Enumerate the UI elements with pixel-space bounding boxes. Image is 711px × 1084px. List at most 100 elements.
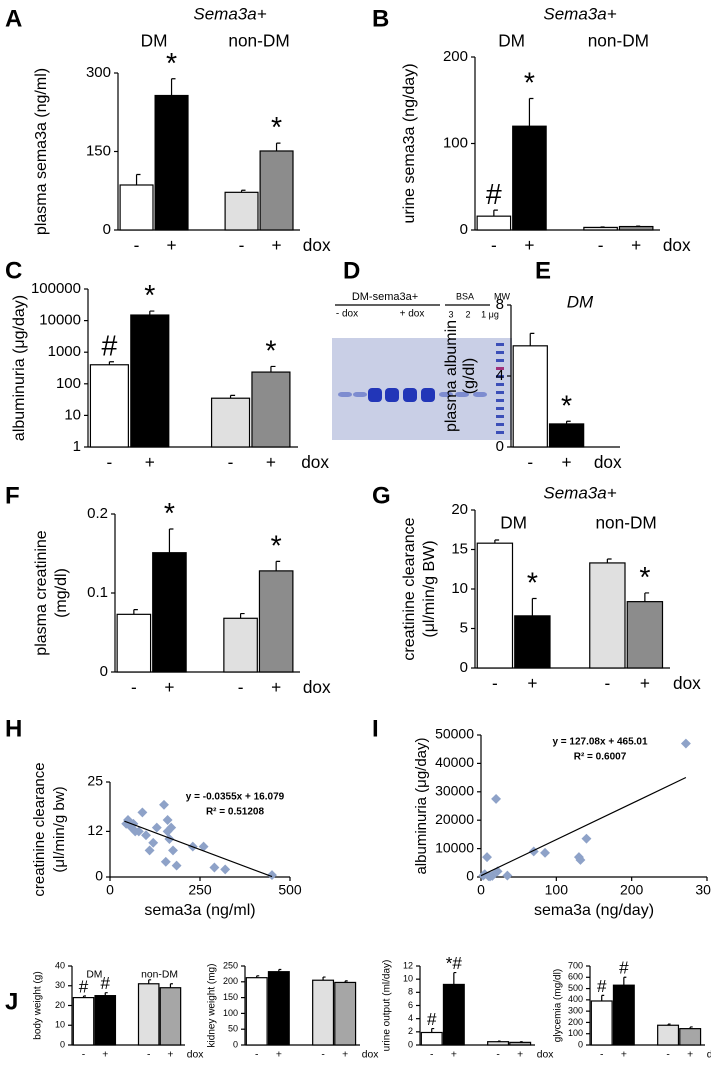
- y-axis-label: albuminuria (μg/day): [11, 295, 28, 441]
- y-tick-label: 300: [568, 1006, 583, 1016]
- x-axis-label: dox: [362, 1050, 380, 1061]
- x-tick-label: -: [107, 452, 113, 472]
- y-tick-label: 0: [466, 868, 474, 884]
- x-tick-label: +: [266, 452, 276, 472]
- y-tick-label: 12: [87, 822, 103, 838]
- bar: [312, 979, 335, 1046]
- y-tick-label: 10000: [435, 839, 474, 855]
- data-point: [166, 822, 177, 833]
- x-tick-label: +: [640, 673, 650, 693]
- error-bar: [431, 1027, 435, 1033]
- x-tick-label: +: [517, 1050, 523, 1061]
- y-tick-label: 20000: [435, 811, 474, 827]
- x-tick-label: -: [666, 1050, 669, 1061]
- y-tick-label: 2: [408, 1026, 413, 1036]
- x-axis-label: dox: [663, 235, 691, 255]
- equation: R² = 0.51208: [206, 807, 265, 818]
- panel-letter: A: [5, 5, 22, 32]
- error-bar: [133, 608, 138, 615]
- y-tick-label: 10: [64, 406, 81, 423]
- significance-marker: #: [619, 959, 629, 978]
- y-tick-label: 300: [86, 64, 111, 81]
- x-tick-label: -: [430, 1050, 433, 1061]
- significance-marker: *: [271, 530, 282, 562]
- significance-marker: *: [265, 335, 276, 367]
- y-tick-label: 20: [451, 501, 468, 518]
- y-tick-label: 0: [460, 221, 468, 238]
- bar: [514, 615, 551, 669]
- data-point: [133, 826, 144, 837]
- significance-marker: *: [164, 498, 175, 530]
- y-tick-label: 5: [460, 619, 468, 636]
- x-tick-label: -: [82, 1050, 85, 1061]
- data-point: [575, 855, 586, 865]
- y-tick-label: 15: [451, 540, 468, 557]
- bar: [512, 125, 547, 231]
- error-bar: [531, 597, 537, 616]
- y-axis-label: creatinine clearance: [31, 762, 48, 896]
- significance-marker: *: [561, 390, 572, 422]
- y-axis-label: plasma creatinine: [33, 530, 50, 656]
- bar: [589, 562, 626, 669]
- ladder-band: [496, 367, 504, 370]
- gel-label: BSA: [456, 291, 474, 301]
- ladder-band: [496, 415, 504, 418]
- y-tick-label: 4: [408, 1013, 413, 1023]
- bar: [223, 617, 258, 673]
- trendline: [480, 776, 687, 877]
- x-tick-label: +: [527, 673, 537, 693]
- y-tick-label: 0: [578, 1039, 583, 1049]
- bar: [245, 977, 268, 1046]
- bar: [210, 397, 251, 448]
- error-bar: [170, 78, 176, 96]
- error-bar: [270, 365, 276, 373]
- significance-marker: *: [166, 48, 177, 80]
- group-label: non-DM: [228, 31, 289, 51]
- y-axis-label: body weight (g): [33, 971, 44, 1039]
- gel-label: MW: [494, 291, 510, 301]
- data-point: [137, 807, 148, 818]
- x-axis-label: dox: [594, 452, 622, 472]
- group-label: DM: [86, 970, 102, 981]
- y-tick-label: 8: [408, 987, 413, 997]
- y-axis-label: (mg/dl): [53, 568, 70, 618]
- group-label: non-DM: [588, 31, 649, 51]
- y-tick-label: 50: [228, 1024, 238, 1034]
- chart-title: Sema3a+: [543, 483, 616, 502]
- chart-title: Sema3a+: [543, 4, 616, 23]
- x-axis-label: sema3a (ng/ml): [144, 902, 255, 919]
- error-bar: [148, 979, 152, 984]
- gel-band: [338, 392, 352, 397]
- data-point: [209, 862, 220, 873]
- y-tick-label: 0: [95, 868, 103, 884]
- y-tick-label: 700: [568, 960, 583, 970]
- group-label: DM: [141, 31, 168, 51]
- bar: [476, 542, 514, 669]
- y-axis-label: (g/dl): [461, 358, 478, 394]
- gel-band: [353, 392, 367, 397]
- y-tick-label: 20: [55, 1000, 65, 1010]
- y-axis-label: glycemia (mg/dl): [553, 969, 564, 1042]
- significance-marker: *: [524, 68, 535, 100]
- y-tick-label: 1000: [48, 343, 81, 360]
- bar: [612, 984, 635, 1046]
- bar: [626, 601, 664, 669]
- gel-band: [403, 388, 417, 402]
- bar: [259, 150, 294, 231]
- y-tick-label: 600: [568, 972, 583, 982]
- error-bar: [169, 983, 173, 988]
- y-tick-label: 200: [443, 48, 468, 65]
- chart-title: DM: [567, 292, 594, 311]
- panel-letter: J: [5, 988, 18, 1015]
- bar: [583, 226, 618, 231]
- panel-letter: H: [5, 715, 22, 742]
- bar: [509, 1041, 532, 1046]
- y-axis-label: kidney weight (mg): [207, 964, 218, 1048]
- y-tick-label: 0: [408, 1039, 413, 1049]
- x-tick-label: +: [451, 1050, 457, 1061]
- x-tick-label: -: [496, 1050, 499, 1061]
- x-axis-label: dox: [673, 673, 701, 693]
- gel-band: [421, 388, 435, 402]
- x-axis-label: dox: [707, 1050, 711, 1061]
- group-label: non-DM: [595, 513, 656, 533]
